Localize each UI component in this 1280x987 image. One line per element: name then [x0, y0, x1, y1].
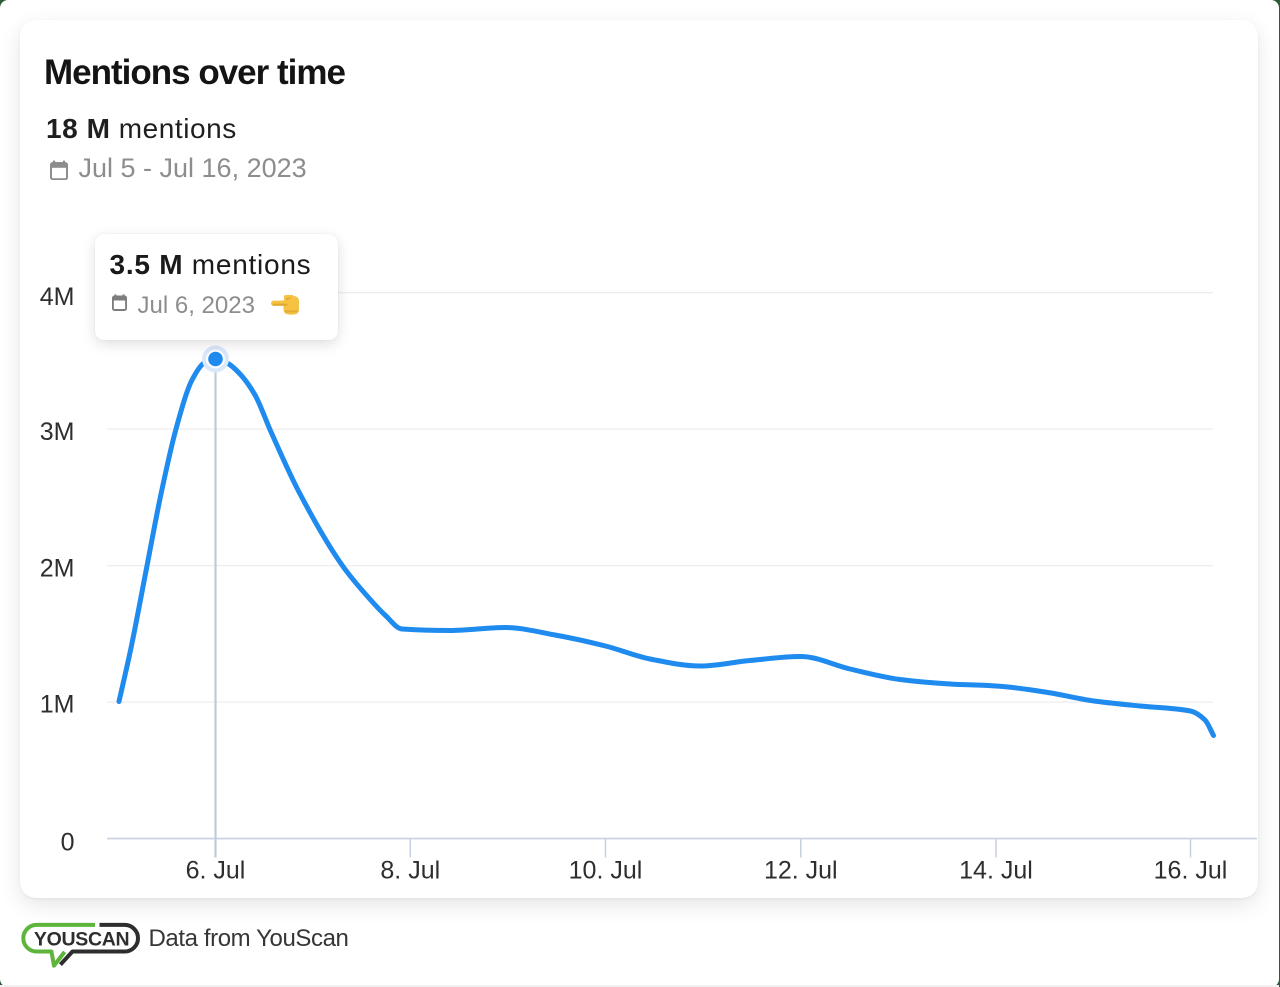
svg-text:14. Jul: 14. Jul [959, 857, 1033, 885]
svg-text:6. Jul: 6. Jul [186, 857, 246, 885]
svg-text:3M: 3M [40, 418, 75, 446]
svg-text:1M: 1M [40, 690, 75, 718]
svg-text:8. Jul: 8. Jul [380, 857, 440, 885]
svg-text:12. Jul: 12. Jul [764, 857, 838, 885]
svg-text:4M: 4M [40, 283, 75, 311]
svg-text:2M: 2M [40, 554, 75, 582]
svg-text:16. Jul: 16. Jul [1154, 857, 1228, 885]
svg-text:YOUSCAN: YOUSCAN [34, 928, 129, 950]
svg-text:0: 0 [61, 828, 75, 856]
svg-text:10. Jul: 10. Jul [569, 857, 643, 885]
